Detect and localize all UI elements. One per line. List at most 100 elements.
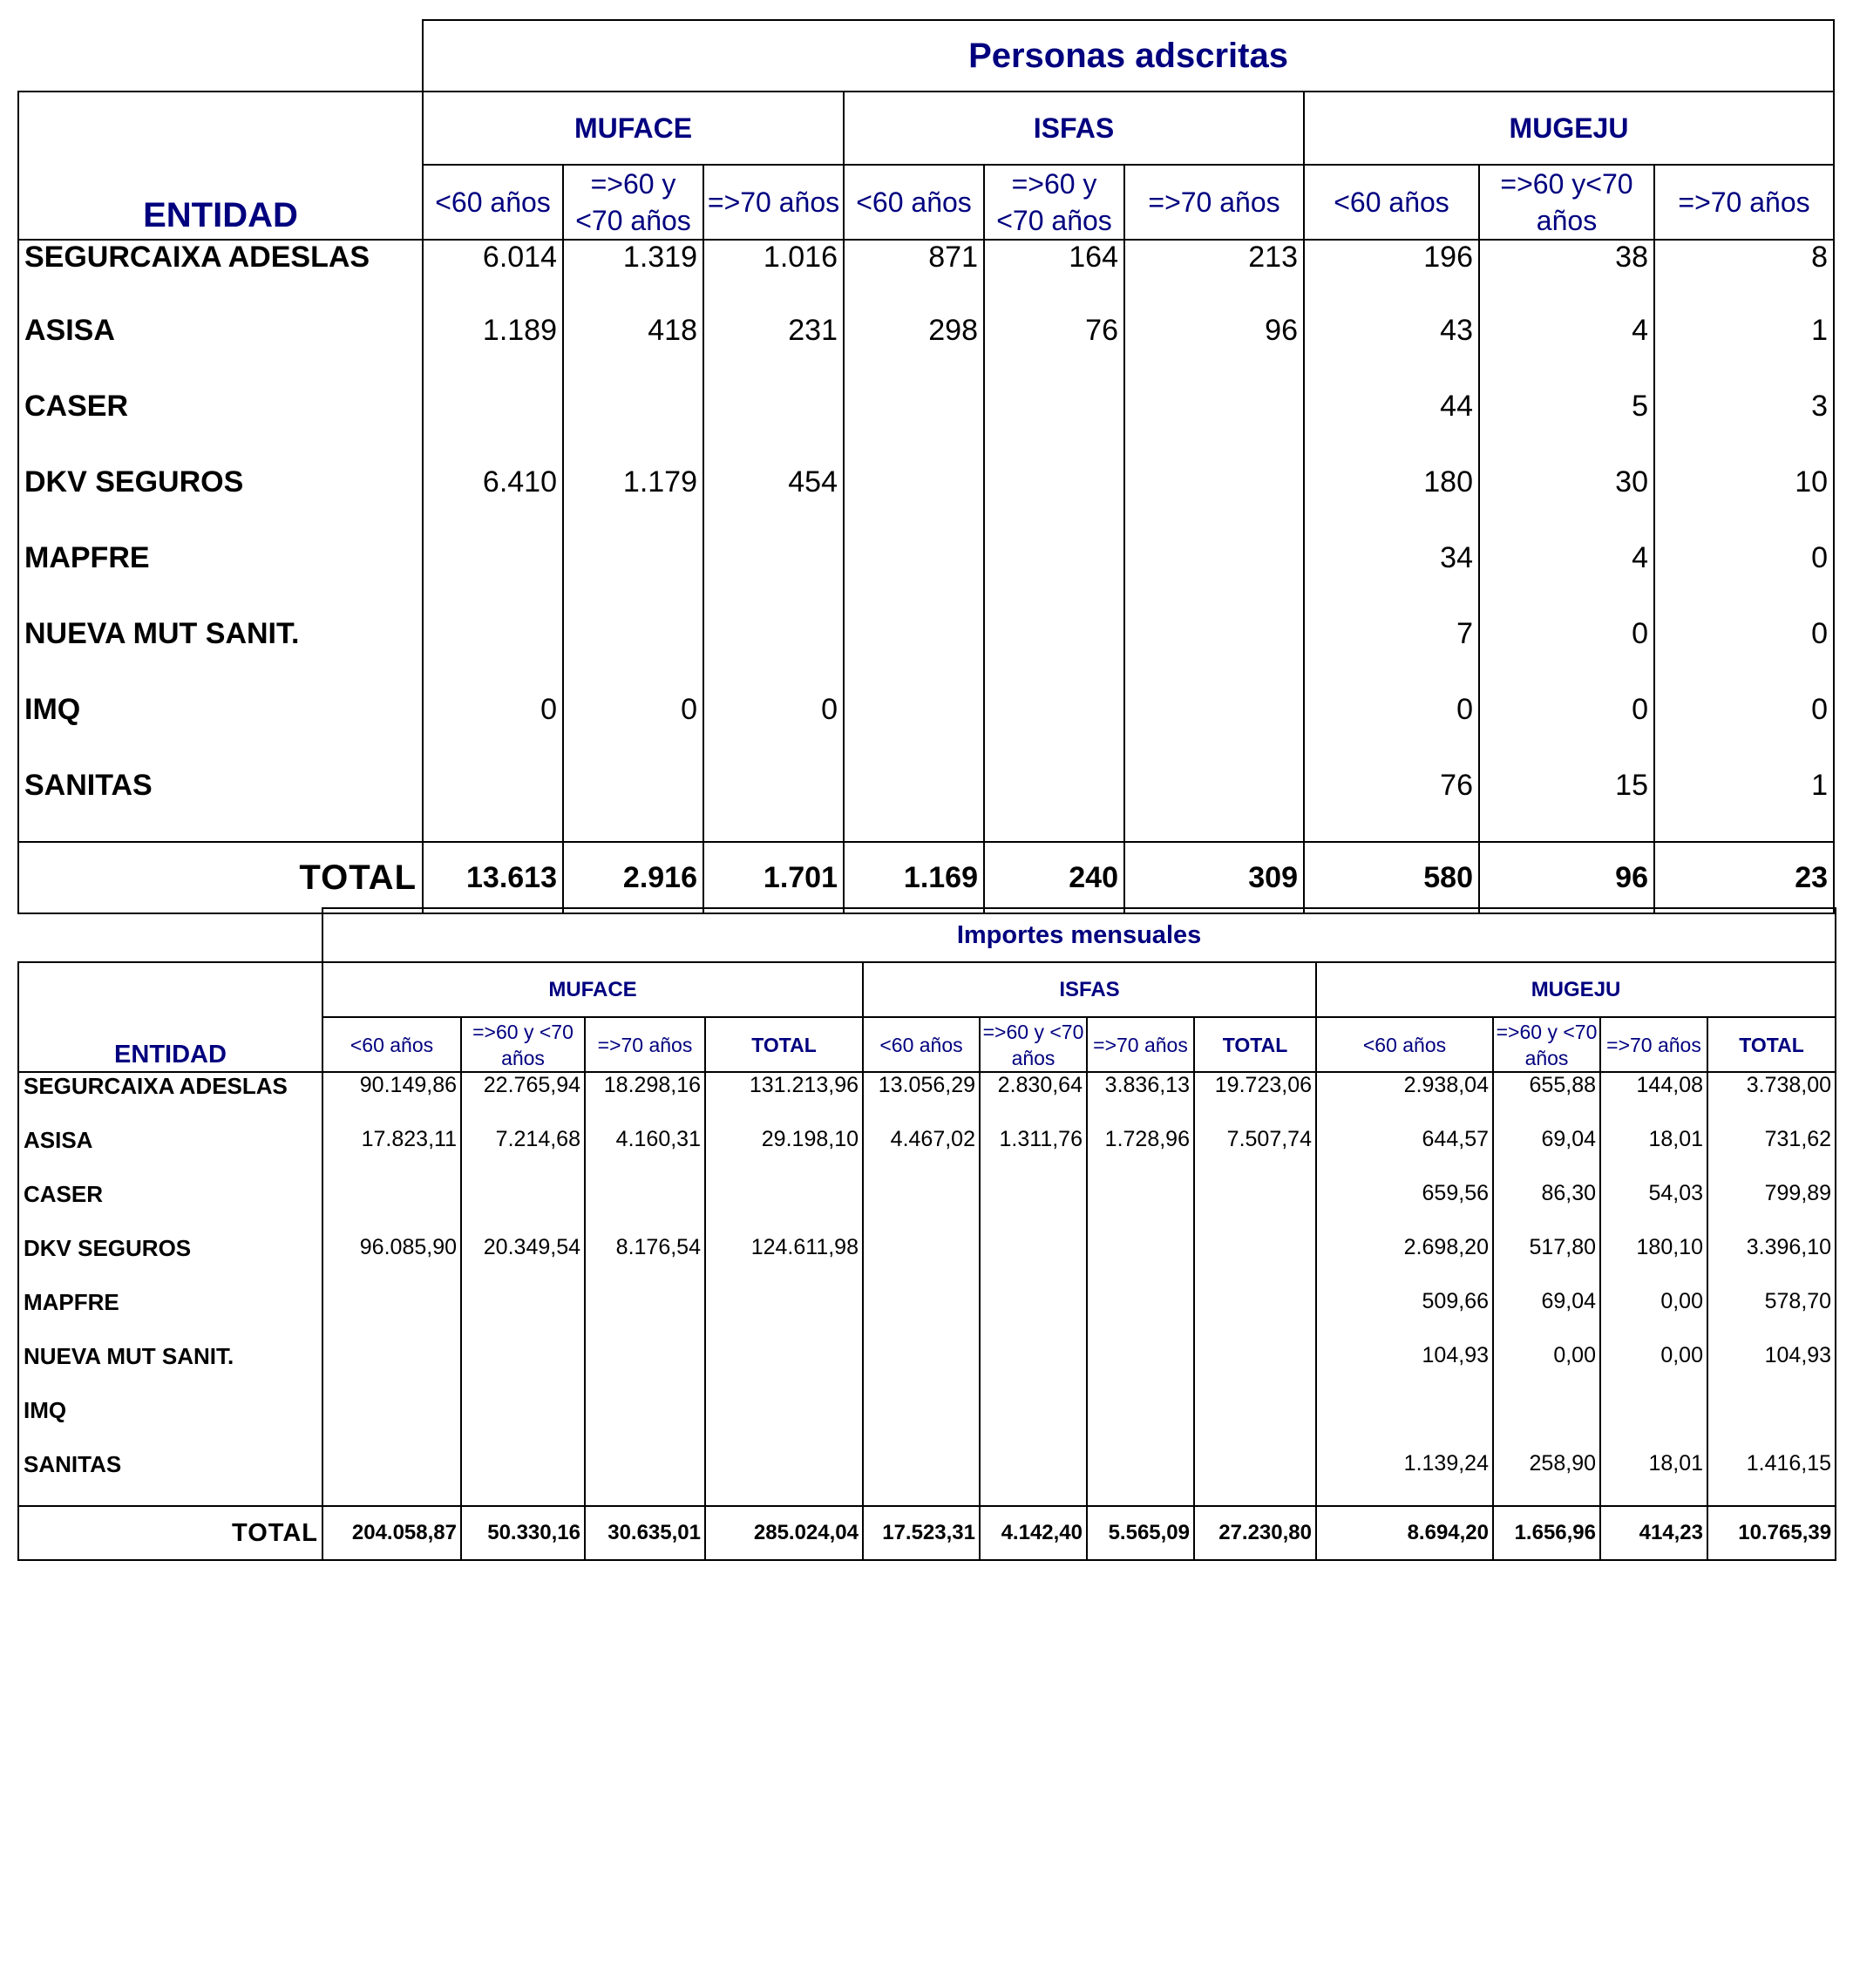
table-cell bbox=[843, 538, 985, 614]
table-cell: 4 bbox=[1478, 310, 1655, 386]
table-cell bbox=[979, 1343, 1088, 1397]
table-cell bbox=[322, 1343, 462, 1397]
table-cell: 4 bbox=[1478, 538, 1655, 614]
entity-name: SANITAS bbox=[17, 1451, 323, 1507]
table-cell bbox=[983, 689, 1125, 765]
table-cell bbox=[704, 1451, 864, 1507]
table-cell: 0 bbox=[703, 689, 845, 765]
total-label: TOTAL bbox=[17, 841, 424, 914]
table-cell: 298 bbox=[843, 310, 985, 386]
table-cell: 517,80 bbox=[1492, 1235, 1601, 1289]
table-cell: 96 bbox=[1123, 310, 1305, 386]
table-cell: 0 bbox=[422, 689, 564, 765]
entity-name: CASER bbox=[17, 1181, 323, 1235]
table-cell: 180,10 bbox=[1599, 1235, 1708, 1289]
total-cell: 240 bbox=[983, 841, 1125, 914]
table-cell bbox=[703, 614, 845, 689]
table-cell: 1.016 bbox=[703, 240, 845, 310]
subheader: =>60 y <70 años bbox=[460, 1016, 586, 1073]
table-cell bbox=[1193, 1235, 1317, 1289]
entity-name: IMQ bbox=[17, 689, 424, 765]
total-cell: 414,23 bbox=[1599, 1505, 1708, 1561]
table-cell bbox=[584, 1397, 706, 1451]
table-cell bbox=[562, 538, 704, 614]
total-cell: 2.916 bbox=[562, 841, 704, 914]
total-cell: 204.058,87 bbox=[322, 1505, 462, 1561]
table-cell bbox=[322, 1289, 462, 1343]
table-cell bbox=[983, 538, 1125, 614]
table-cell bbox=[562, 614, 704, 689]
group-header-isfas: ISFAS bbox=[862, 961, 1317, 1018]
table-cell bbox=[584, 1343, 706, 1397]
subheader: =>70 años bbox=[1123, 164, 1305, 241]
table-cell: 7.507,74 bbox=[1193, 1127, 1317, 1181]
total-cell: 17.523,31 bbox=[862, 1505, 981, 1561]
table-cell: 10 bbox=[1653, 462, 1836, 538]
subheader: =>60 y <70 años bbox=[983, 164, 1125, 241]
entity-name: DKV SEGUROS bbox=[17, 462, 424, 538]
table-cell bbox=[1193, 1343, 1317, 1397]
table-cell: 1.416,15 bbox=[1706, 1451, 1837, 1507]
table-cell: 1.139,24 bbox=[1315, 1451, 1494, 1507]
entity-header: ENTIDAD bbox=[17, 961, 323, 1073]
table-row: CASER 44 5 3 bbox=[17, 386, 1836, 462]
table-cell: 30 bbox=[1478, 462, 1655, 538]
total-cell: 5.565,09 bbox=[1086, 1505, 1195, 1561]
table-cell bbox=[584, 1451, 706, 1507]
table-cell bbox=[704, 1289, 864, 1343]
total-cell: 580 bbox=[1303, 841, 1480, 914]
table-cell: 86,30 bbox=[1492, 1181, 1601, 1235]
table-cell bbox=[843, 689, 985, 765]
table-cell: 3.396,10 bbox=[1706, 1235, 1837, 1289]
table-row: SEGURCAIXA ADESLAS 90.149,86 22.765,94 18.2… bbox=[17, 1072, 1837, 1127]
subheader: <60 años bbox=[843, 164, 985, 241]
table-cell: 731,62 bbox=[1706, 1127, 1837, 1181]
total-cell: 4.142,40 bbox=[979, 1505, 1088, 1561]
table-cell: 418 bbox=[562, 310, 704, 386]
table-cell bbox=[584, 1289, 706, 1343]
table-row: SANITAS 1.139,24 258,90 18,01 1.416,15 bbox=[17, 1451, 1837, 1507]
entity-name: NUEVA MUT SANIT. bbox=[17, 1343, 323, 1397]
total-cell: 8.694,20 bbox=[1315, 1505, 1494, 1561]
table-row: CASER 659,56 86,30 54,03 799,89 bbox=[17, 1181, 1837, 1235]
table-cell bbox=[704, 1181, 864, 1235]
table-cell: 1.728,96 bbox=[1086, 1127, 1195, 1181]
table-cell: 76 bbox=[1303, 765, 1480, 843]
table-cell: 19.723,06 bbox=[1193, 1072, 1317, 1127]
table-cell: 17.823,11 bbox=[322, 1127, 462, 1181]
group-header-mugeju: MUGEJU bbox=[1314, 961, 1837, 1018]
table-cell: 8.176,54 bbox=[584, 1235, 706, 1289]
table-cell: 578,70 bbox=[1706, 1289, 1837, 1343]
table-cell bbox=[422, 538, 564, 614]
subheader: =>60 y <70 años bbox=[562, 164, 704, 241]
total-label: TOTAL bbox=[17, 1505, 323, 1561]
table-row: SANITAS 76 15 1 bbox=[17, 765, 1836, 843]
table-cell bbox=[1492, 1397, 1601, 1451]
table-cell: 1.189 bbox=[422, 310, 564, 386]
table-cell bbox=[1193, 1397, 1317, 1451]
table-cell: 69,04 bbox=[1492, 1289, 1601, 1343]
table-cell: 196 bbox=[1303, 240, 1480, 310]
entity-name: CASER bbox=[17, 386, 424, 462]
total-cell: 50.330,16 bbox=[460, 1505, 586, 1561]
table-cell bbox=[584, 1181, 706, 1235]
total-row: TOTAL 204.058,87 50.330,16 30.635,01 285.02… bbox=[17, 1505, 1837, 1561]
table-cell: 5 bbox=[1478, 386, 1655, 462]
table-cell bbox=[1193, 1181, 1317, 1235]
table-cell: 659,56 bbox=[1315, 1181, 1494, 1235]
table-cell: 3.836,13 bbox=[1086, 1072, 1195, 1127]
table-cell: 18,01 bbox=[1599, 1127, 1708, 1181]
entity-name: MAPFRE bbox=[17, 1289, 323, 1343]
entity-name: ASISA bbox=[17, 1127, 323, 1181]
table-cell: 104,93 bbox=[1315, 1343, 1494, 1397]
table-cell: 454 bbox=[703, 462, 845, 538]
subheader: <60 años bbox=[862, 1016, 981, 1073]
table-cell: 213 bbox=[1123, 240, 1305, 310]
table-cell: 0 bbox=[562, 689, 704, 765]
table-row: NUEVA MUT SANIT. 104,93 0,00 0,00 104,93 bbox=[17, 1343, 1837, 1397]
group-header-muface: MUFACE bbox=[422, 91, 845, 166]
table-cell: 44 bbox=[1303, 386, 1480, 462]
table-cell bbox=[1123, 614, 1305, 689]
table-cell: 655,88 bbox=[1492, 1072, 1601, 1127]
table-cell: 124.611,98 bbox=[704, 1235, 864, 1289]
